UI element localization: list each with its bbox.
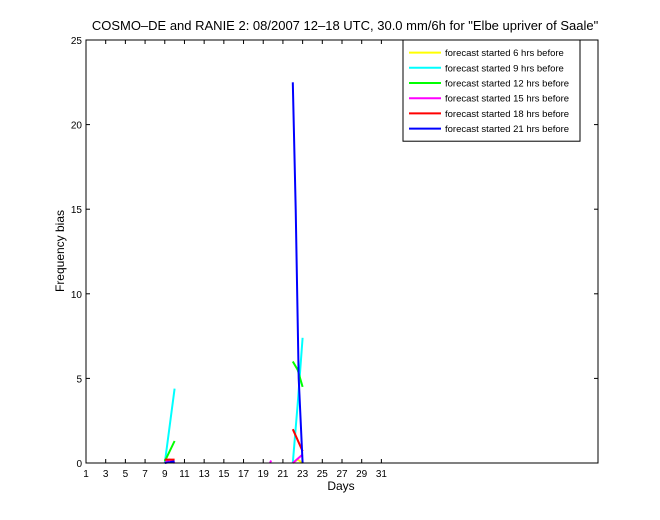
x-tick-label: 15 [218, 469, 230, 480]
series-line-5 [164, 428, 304, 461]
legend-label: forecast started 18 hrs before [445, 109, 569, 120]
series-line-4 [164, 453, 304, 464]
y-tick-label: 25 [71, 36, 83, 47]
legend-label: forecast started 6 hrs before [445, 48, 564, 59]
x-tick-label: 9 [162, 469, 168, 480]
x-tick-label: 13 [199, 469, 211, 480]
legend-label: forecast started 9 hrs before [445, 63, 564, 74]
y-tick-label: 5 [76, 374, 82, 385]
legend-label: forecast started 15 hrs before [445, 94, 569, 105]
series-line-6 [164, 82, 304, 464]
x-tick-label: 1 [83, 469, 89, 480]
chart-title: COSMO–DE and RANIE 2: 08/2007 12–18 UTC,… [92, 18, 599, 33]
y-axis-label: Frequency bias [53, 210, 67, 292]
series-line-3 [163, 360, 304, 462]
y-tick-label: 0 [76, 459, 82, 470]
y-tick-label: 20 [71, 121, 83, 132]
x-tick-label: 7 [142, 469, 148, 480]
x-tick-label: 31 [376, 469, 388, 480]
x-tick-label: 5 [123, 469, 129, 480]
data-series [163, 82, 304, 464]
x-axis-label: Days [327, 479, 354, 493]
x-tick-label: 21 [277, 469, 289, 480]
chart-legend: forecast started 6 hrs before forecast st… [402, 39, 581, 142]
x-tick-label: 27 [336, 469, 348, 480]
x-tick-label: 23 [297, 469, 309, 480]
y-tick-label: 15 [71, 205, 83, 216]
x-tick-label: 25 [317, 469, 329, 480]
legend-label: forecast started 21 hrs before [445, 124, 569, 135]
y-tick-label: 10 [71, 290, 83, 301]
legend-label: forecast started 12 hrs before [445, 79, 569, 90]
x-tick-label: 19 [258, 469, 270, 480]
legend-box [402, 39, 581, 142]
x-tick-label: 29 [356, 469, 368, 480]
x-tick-label: 11 [179, 469, 190, 480]
plot-area-frame [85, 39, 599, 464]
x-tick-label: 3 [103, 469, 109, 480]
series-line-2 [163, 337, 304, 464]
x-tick-label: 17 [238, 469, 250, 480]
